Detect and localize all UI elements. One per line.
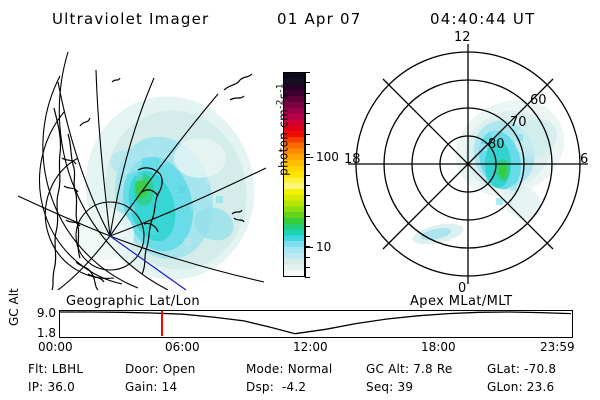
status-glon: GLon: 23.6 bbox=[487, 380, 555, 394]
magnetic-panel[interactable]: 12 18 6 0 60 70 80 bbox=[340, 30, 595, 296]
status-ip: IP: 36.0 bbox=[28, 380, 75, 394]
colorbar-tick bbox=[305, 246, 310, 248]
orbit-xtick-4: 23:59 bbox=[540, 340, 575, 354]
colorbar-tick bbox=[305, 82, 310, 84]
colorbar-tick bbox=[305, 225, 310, 227]
status-mode: Mode: Normal bbox=[246, 362, 333, 376]
colorbar-tick bbox=[305, 143, 310, 145]
colorbar-tick bbox=[305, 205, 310, 207]
colorbar-tick bbox=[305, 266, 310, 268]
status-row-2: IP: 36.0 Gain: 14 Dsp: -4.2 Seq: 39 GLon… bbox=[0, 380, 600, 396]
coastline-overlay bbox=[51, 73, 253, 291]
orbit-xtick-1: 06:00 bbox=[165, 340, 200, 354]
colorbar-unit-label: photon cm-2s-1 bbox=[276, 60, 291, 200]
geographic-panel-caption: Geographic Lat/Lon bbox=[66, 294, 201, 309]
colorbar-gradient bbox=[283, 72, 305, 277]
colorbar-major-tick bbox=[305, 157, 313, 159]
mlat-label-60: 60 bbox=[530, 93, 547, 108]
mlt-label-18: 18 bbox=[344, 152, 361, 167]
orbit-trace-svg bbox=[60, 311, 572, 335]
observation-date: 01 Apr 07 bbox=[277, 10, 362, 28]
magnetic-panel-caption: Apex MLat/MLT bbox=[410, 294, 513, 309]
status-row-1: Flt: LBHL Door: Open Mode: Normal GC Alt… bbox=[0, 362, 600, 378]
colorbar-tick bbox=[305, 113, 310, 114]
status-door: Door: Open bbox=[125, 362, 196, 376]
current-time-cursor bbox=[161, 311, 163, 336]
mlt-spokes bbox=[348, 44, 588, 284]
colorbar-tick bbox=[305, 236, 310, 237]
orbit-altitude-plot[interactable]: GC Alt 9.0 1.8 00:00 06:00 12:00 18:00 2… bbox=[0, 288, 600, 360]
orbit-ytick-max: 9.0 bbox=[36, 306, 56, 320]
cbar-unit-main: photon cm bbox=[276, 108, 291, 176]
mlat-label-80: 80 bbox=[488, 137, 505, 152]
status-glat: GLat: -70.8 bbox=[487, 362, 557, 376]
terminator-line bbox=[109, 235, 187, 291]
colorbar-tick bbox=[305, 215, 310, 217]
colorbar-tick bbox=[305, 256, 310, 258]
status-dsp: Dsp: -4.2 bbox=[246, 380, 307, 394]
orbit-altitude-trace bbox=[60, 311, 572, 335]
colorbar-tick bbox=[305, 133, 310, 135]
orbit-xtick-0: 00:00 bbox=[38, 340, 73, 354]
aurora-emission-geographic bbox=[74, 96, 255, 280]
mlat-label-70: 70 bbox=[510, 115, 527, 130]
aurora-emission-magnetic bbox=[412, 99, 565, 245]
observation-time: 04:40:44 UT bbox=[430, 10, 536, 28]
colorbar-tick bbox=[305, 72, 310, 73]
colorbar: photon cm-2s-1 100 10 bbox=[265, 62, 343, 290]
colorbar-tick-label: 10 bbox=[316, 240, 332, 255]
longitude-graticule bbox=[18, 69, 267, 290]
orbit-plot-frame bbox=[59, 310, 573, 338]
colorbar-tick bbox=[305, 92, 310, 94]
orbit-ytick-min: 1.8 bbox=[36, 326, 56, 340]
status-seq: Seq: 39 bbox=[366, 380, 414, 394]
status-gc-alt: GC Alt: 7.8 Re bbox=[366, 362, 453, 376]
geographic-panel[interactable] bbox=[18, 38, 268, 291]
instrument-title: Ultraviolet Imager bbox=[52, 10, 210, 28]
colorbar-tick bbox=[305, 195, 310, 196]
colorbar-tick bbox=[305, 154, 310, 155]
mlt-label-0: 0 bbox=[458, 281, 467, 296]
orbit-xtick-3: 18:00 bbox=[421, 340, 456, 354]
cbar-unit-exp2: -1 bbox=[275, 83, 286, 93]
mlt-label-6: 6 bbox=[580, 152, 589, 167]
status-panel: Flt: LBHL Door: Open Mode: Normal GC Alt… bbox=[0, 362, 600, 398]
colorbar-tick bbox=[305, 123, 310, 125]
colorbar-tick bbox=[305, 174, 310, 176]
orbit-y-axis-label: GC Alt bbox=[7, 288, 21, 326]
mlt-label-12: 12 bbox=[454, 30, 471, 45]
orbit-xtick-2: 12:00 bbox=[293, 340, 328, 354]
colorbar-tick bbox=[305, 277, 310, 278]
colorbar-tick bbox=[305, 164, 310, 166]
header-bar: Ultraviolet Imager 01 Apr 07 04:40:44 UT bbox=[0, 4, 600, 30]
status-flt: Flt: LBHL bbox=[28, 362, 84, 376]
colorbar-tick bbox=[305, 102, 310, 104]
colorbar-tick-label: 100 bbox=[316, 150, 339, 165]
colorbar-major-tick bbox=[305, 247, 313, 249]
status-gain: Gain: 14 bbox=[125, 380, 178, 394]
colorbar-tick bbox=[305, 184, 310, 186]
cbar-unit-exp1: -2 bbox=[275, 99, 286, 109]
cbar-unit-mid: s bbox=[276, 92, 291, 100]
